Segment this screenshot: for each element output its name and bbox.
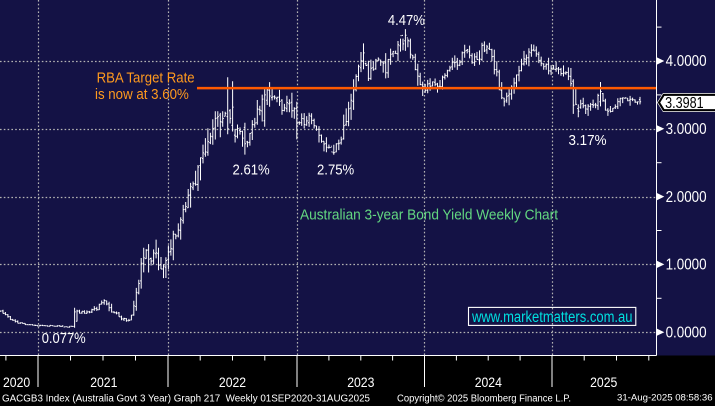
svg-text:GACGB3 Index (Australia Govt 3: GACGB3 Index (Australia Govt 3 Year) Gra… [2,393,370,404]
svg-text:2.0000: 2.0000 [666,189,707,206]
svg-text:3.17%: 3.17% [569,132,607,149]
svg-text:Copyright© 2025 Bloomberg Fina: Copyright© 2025 Bloomberg Finance L.P. [397,393,571,404]
svg-text:0.077%: 0.077% [42,330,86,347]
svg-text:2020: 2020 [3,374,30,390]
svg-text:2025: 2025 [590,374,617,390]
svg-text:2.75%: 2.75% [317,161,354,178]
svg-text:www.marketmatters.com.au: www.marketmatters.com.au [471,309,632,326]
svg-text:RBA Target Rate: RBA Target Rate [97,71,195,87]
svg-text:31-Aug-2025 08:58:36: 31-Aug-2025 08:58:36 [617,392,713,402]
svg-text:0.0000: 0.0000 [666,324,707,341]
svg-text:3.3981: 3.3981 [665,95,704,112]
svg-text:is now at 3.60%: is now at 3.60% [95,87,189,103]
svg-text:Australian 3-year Bond Yield W: Australian 3-year Bond Yield Weekly Char… [300,208,558,224]
svg-text:4.47%: 4.47% [388,12,425,29]
svg-text:1.0000: 1.0000 [666,257,707,274]
svg-text:4.0000: 4.0000 [666,53,707,70]
svg-text:3.0000: 3.0000 [666,121,707,138]
svg-text:2022: 2022 [219,374,246,390]
svg-text:2023: 2023 [347,374,374,390]
svg-text:2.61%: 2.61% [233,161,270,178]
svg-text:2021: 2021 [90,374,117,390]
svg-text:2024: 2024 [475,374,502,390]
